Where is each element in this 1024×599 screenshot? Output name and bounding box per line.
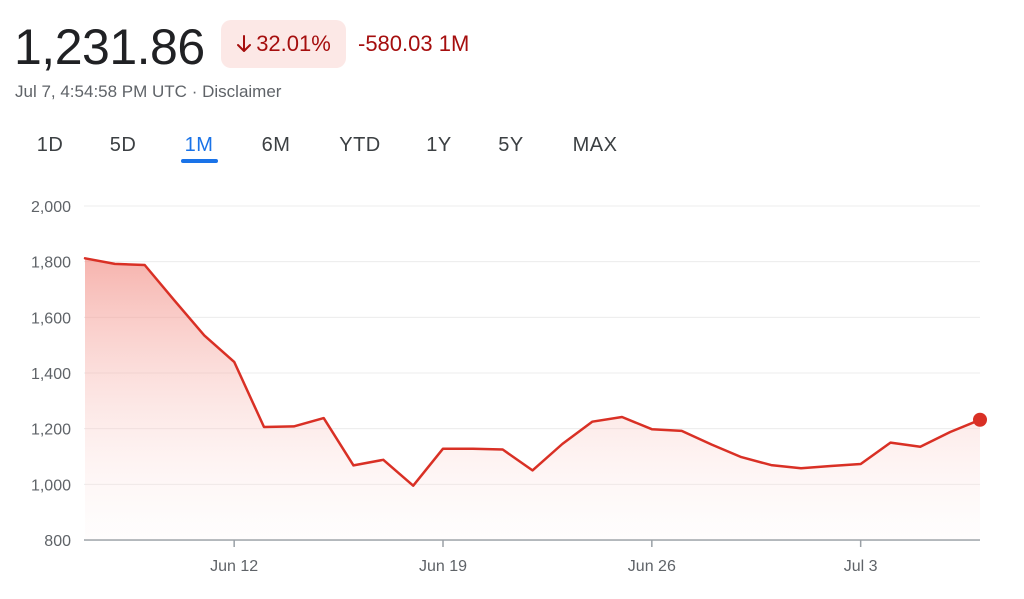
tab-5d[interactable]: 5D <box>109 134 137 156</box>
price-point <box>709 442 714 447</box>
y-axis: 2,000 1,800 1,600 1,400 1,200 1,000 800 <box>31 199 71 550</box>
price-point <box>888 440 893 445</box>
price-point <box>500 447 505 452</box>
change-percent-value: 32.01% <box>256 31 331 56</box>
disclaimer-link[interactable]: Disclaimer <box>202 82 282 101</box>
price-point <box>381 457 386 462</box>
change-period: 1M <box>438 31 470 56</box>
current-price: 1,231.86 <box>14 19 205 75</box>
price-point <box>291 424 296 429</box>
quote-timestamp: Jul 7, 4:54:58 PM UTC <box>15 82 187 101</box>
price-point <box>769 463 774 468</box>
price-area <box>85 258 980 540</box>
x-tick-label: Jul 3 <box>844 558 878 575</box>
tab-ytd[interactable]: YTD <box>339 134 381 156</box>
arrow-down-icon <box>236 35 252 53</box>
price-point <box>948 430 953 435</box>
x-tick-label: Jun 26 <box>628 558 676 575</box>
price-chart[interactable]: 2,000 1,800 1,600 1,400 1,200 1,000 800 Jun 12… <box>0 190 1024 595</box>
y-tick-label: 1,000 <box>31 477 71 494</box>
price-point <box>351 463 356 468</box>
price-point <box>918 444 923 449</box>
price-point <box>172 298 177 303</box>
tab-max[interactable]: MAX <box>572 134 618 156</box>
tab-1m[interactable]: 1M <box>184 134 214 156</box>
x-tick-label: Jun 12 <box>210 558 258 575</box>
price-point <box>411 483 416 488</box>
x-tick-label: Jun 19 <box>419 558 467 575</box>
tab-1y[interactable]: 1Y <box>426 134 452 156</box>
y-tick-label: 1,200 <box>31 422 71 439</box>
price-point <box>83 256 88 261</box>
price-point <box>112 261 117 266</box>
y-tick-label: 1,800 <box>31 255 71 272</box>
x-axis: Jun 12 Jun 19 Jun 26 Jul 3 <box>210 540 878 575</box>
price-point <box>321 416 326 421</box>
meta-separator: · <box>191 82 198 101</box>
price-point <box>232 359 237 364</box>
active-tab-indicator <box>181 159 218 163</box>
price-point <box>202 333 207 338</box>
tab-6m[interactable]: 6M <box>261 134 291 156</box>
price-line <box>83 257 982 487</box>
y-tick-label: 800 <box>44 533 71 550</box>
y-tick-label: 1,400 <box>31 366 71 383</box>
price-point <box>470 446 475 451</box>
price-point <box>142 263 147 268</box>
change-absolute-value: -580.03 <box>358 31 433 56</box>
price-point <box>828 463 833 468</box>
change-absolute: -580.03 1M <box>358 30 469 58</box>
tab-1d[interactable]: 1D <box>36 134 64 156</box>
price-point <box>679 428 684 433</box>
price-point <box>620 414 625 419</box>
price-point <box>858 462 863 467</box>
last-price-marker <box>973 412 987 427</box>
range-tabs: 1D 5D 1M 6M YTD 1Y 5Y MAX <box>0 128 700 168</box>
price-point <box>739 455 744 460</box>
price-point <box>560 441 565 446</box>
tab-5y[interactable]: 5Y <box>498 134 524 156</box>
price-point <box>590 419 595 424</box>
price-point <box>262 424 267 429</box>
quote-meta: Jul 7, 4:54:58 PM UTC · Disclaimer <box>15 81 281 103</box>
y-tick-label: 1,600 <box>31 310 71 327</box>
price-point <box>649 427 654 432</box>
y-tick-label: 2,000 <box>31 199 71 216</box>
price-point <box>530 468 535 473</box>
price-point <box>799 466 804 471</box>
price-point <box>441 446 446 451</box>
change-percent-badge: 32.01% <box>221 20 346 68</box>
